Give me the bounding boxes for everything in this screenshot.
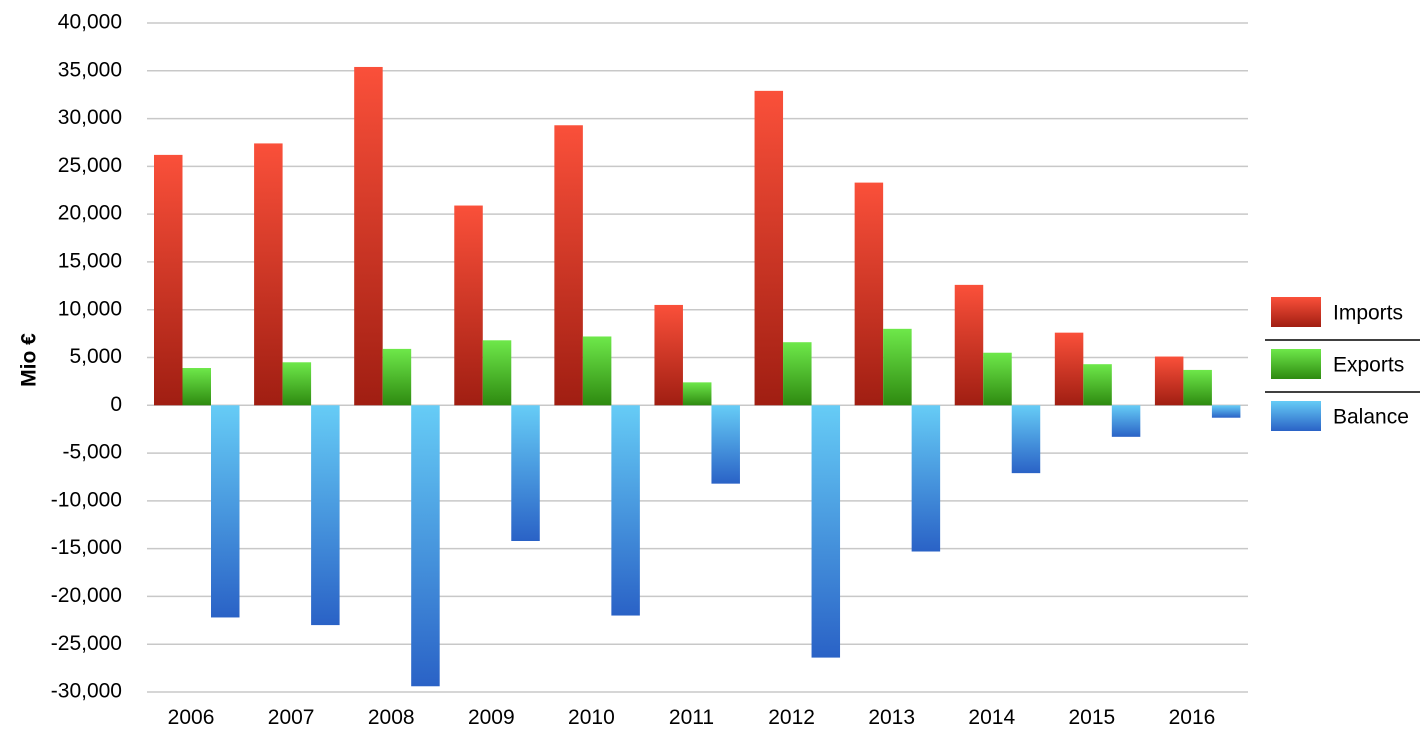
bar-imports-2007	[254, 143, 283, 406]
bar-imports-2008	[354, 66, 383, 406]
bar-balance-2009	[511, 405, 540, 541]
bar-exports-2008	[382, 348, 412, 406]
bar-exports-2014	[983, 352, 1012, 406]
legend: Imports Exports Balance	[1265, 297, 1420, 431]
bar-balance-2015	[1111, 405, 1141, 437]
bar-imports-2015	[1054, 332, 1084, 406]
bar-exports-2010	[582, 336, 612, 406]
bar-balance-2011	[711, 405, 740, 484]
y-tick-label: 35,000	[58, 58, 122, 81]
bars	[154, 66, 1241, 687]
bar-exports-2013	[883, 328, 912, 406]
x-tick-label: 2010	[568, 706, 615, 729]
bar-imports-2012	[754, 90, 784, 406]
x-tick-label: 2013	[868, 706, 915, 729]
legend-label-exports: Exports	[1333, 354, 1404, 377]
legend-label-imports: Imports	[1333, 302, 1403, 325]
x-tick-label: 2009	[468, 706, 515, 729]
y-tick-label: 25,000	[58, 154, 122, 177]
bar-balance-2012	[811, 405, 841, 658]
y-tick-label: 40,000	[58, 11, 122, 34]
x-tick-label: 2012	[768, 706, 815, 729]
y-tick-label: 5,000	[69, 345, 122, 368]
bar-balance-2013	[911, 405, 941, 552]
bar-imports-2014	[954, 284, 984, 406]
bar-imports-2006	[154, 154, 183, 406]
y-tick-label: -10,000	[51, 488, 122, 511]
bar-balance-2014	[1011, 405, 1041, 474]
legend-swatch-imports	[1271, 297, 1321, 327]
x-tick-label: 2007	[268, 706, 315, 729]
y-axis-ticks: 40,000 35,000 30,000 25,000 20,000 15,000 10,0…	[51, 11, 122, 703]
y-tick-label: 20,000	[58, 202, 122, 225]
bar-imports-2009	[454, 205, 483, 406]
y-axis-title: Mio €	[18, 333, 41, 387]
x-tick-label: 2014	[968, 706, 1015, 729]
legend-label-balance: Balance	[1333, 406, 1409, 429]
bar-balance-2007	[311, 405, 340, 626]
legend-swatch-balance	[1271, 401, 1321, 431]
x-tick-label: 2015	[1069, 706, 1116, 729]
bar-exports-2011	[682, 382, 712, 406]
x-tick-label: 2011	[669, 706, 714, 729]
bar-exports-2006	[182, 368, 211, 406]
legend-swatch-exports	[1271, 349, 1321, 379]
bar-exports-2009	[482, 340, 512, 406]
bar-imports-2016	[1154, 356, 1184, 406]
bar-imports-2013	[854, 182, 884, 406]
x-tick-label: 2006	[168, 706, 215, 729]
y-tick-label: -15,000	[51, 536, 122, 559]
y-tick-label: -5,000	[62, 441, 122, 464]
bar-imports-2010	[554, 125, 583, 406]
bar-balance-2010	[611, 405, 640, 616]
y-tick-label: -25,000	[51, 632, 122, 655]
x-tick-label: 2008	[368, 706, 415, 729]
x-tick-label: 2016	[1169, 706, 1216, 729]
bar-balance-2006	[211, 405, 240, 618]
bar-exports-2007	[282, 362, 312, 406]
bar-balance-2016	[1211, 405, 1241, 418]
bar-imports-2011	[654, 304, 683, 406]
y-tick-label: 0	[110, 393, 122, 416]
y-tick-label: 10,000	[58, 297, 122, 320]
bar-exports-2015	[1083, 364, 1112, 406]
y-tick-label: -30,000	[51, 680, 122, 703]
y-tick-label: 30,000	[58, 106, 122, 129]
x-axis-ticks: 2006 2007 2008 2009 2010 2011 2012 2013 2014 2015…	[168, 706, 1216, 729]
y-tick-label: 15,000	[58, 249, 122, 272]
y-tick-label: -20,000	[51, 584, 122, 607]
bar-exports-2016	[1183, 369, 1212, 406]
bar-exports-2012	[783, 342, 812, 406]
bar-balance-2008	[411, 405, 440, 687]
